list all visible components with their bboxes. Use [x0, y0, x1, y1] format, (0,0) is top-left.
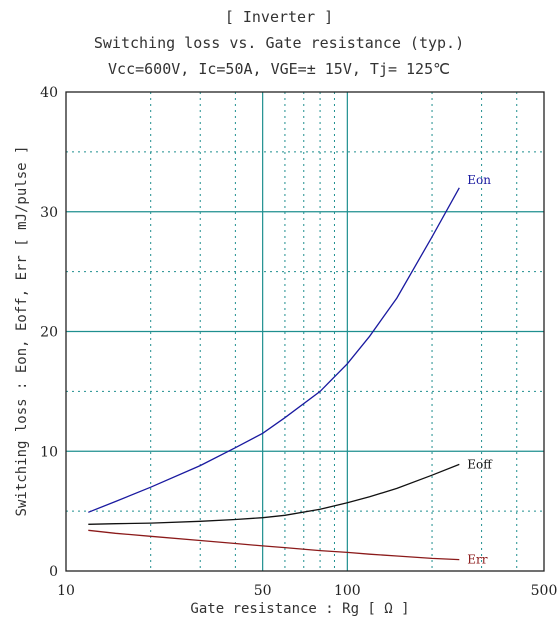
chart-title: [ Inverter ]: [224, 8, 334, 26]
x-tick-label: 50: [254, 583, 272, 599]
x-axis-label: Gate resistance : Rg [ Ω ]: [190, 601, 409, 617]
series-label-eoff: Eoff: [467, 457, 493, 471]
x-tick-label: 10: [57, 583, 75, 599]
series-line-err: [88, 529, 460, 561]
y-axis-label: Switching loss : Eon, Eoff, Err [ mJ/pul…: [14, 146, 30, 517]
chart-subtitle: Switching loss vs. Gate resistance (typ.…: [93, 34, 465, 52]
series-labels: Eon Eoff Err: [467, 173, 493, 567]
y-tick-label: 20: [40, 325, 58, 341]
y-tick-label: 40: [40, 85, 58, 101]
y-tick-label: 0: [49, 564, 58, 580]
series-line-eoff: [88, 463, 460, 525]
series-lines: [88, 187, 460, 561]
series-label-eon: Eon: [467, 173, 491, 187]
tick-labels: 0 10 20 30 40 10 50 100 500: [40, 85, 557, 599]
x-tick-label: 500: [531, 583, 558, 599]
series-label-err: Err: [467, 553, 487, 567]
x-tick-label: 100: [334, 583, 361, 599]
plot-frame: [65, 91, 545, 572]
chart-conditions: Vcc=600V, Ic=50A, VGE=± 15V, Tj= 125℃: [108, 60, 450, 78]
y-tick-label: 30: [40, 205, 58, 221]
y-tick-label: 10: [40, 444, 58, 460]
series-line-eon: [88, 187, 460, 513]
grid-lines: [66, 92, 544, 571]
